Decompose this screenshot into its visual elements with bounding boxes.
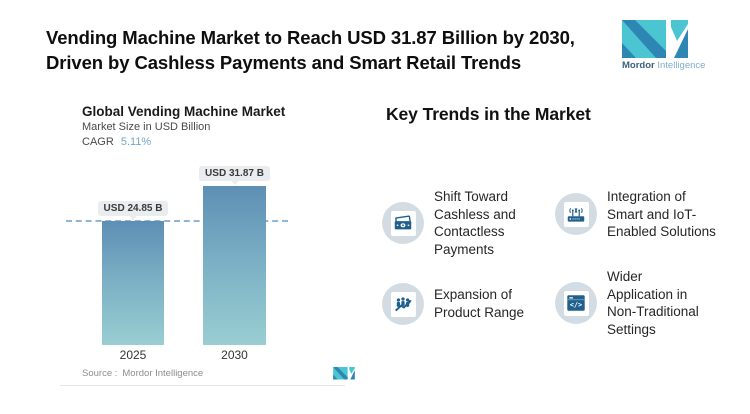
trend-label: Integration of Smart and IoT-Enabled Sol… xyxy=(607,189,716,240)
chart-source: Source : Mordor Intelligence xyxy=(82,367,356,380)
chart-subtitle: Market Size in USD Billion xyxy=(82,121,211,133)
chart-cagr: CAGR 5.11% xyxy=(82,136,151,148)
chart-divider xyxy=(60,385,345,386)
brand-name: Mordor Intelligence xyxy=(622,60,722,71)
mordor-logo-icon xyxy=(622,20,688,58)
page-title-line1: Vending Machine Market to Reach USD 31.8… xyxy=(46,27,575,48)
brand-name-bold: Mordor xyxy=(622,60,655,71)
brand-logo: Mordor Intelligence xyxy=(622,20,722,71)
trend-icon-circle: </> xyxy=(555,282,597,325)
bar-value-label-2025: USD 24.85 B xyxy=(97,200,169,216)
cagr-value: 5.11% xyxy=(120,136,152,148)
trend-icon-circle xyxy=(382,202,424,245)
mordor-mini-logo-icon xyxy=(333,367,356,380)
trend-icon-circle xyxy=(555,193,597,236)
trend-label: Expansion of Product Range xyxy=(434,287,525,320)
page-title-line2: Driven by Cashless Payments and Smart Re… xyxy=(46,52,522,74)
trend-label: Shift Toward Cashless and Contactless Pa… xyxy=(434,189,516,257)
trend-item-iot: Integration of Smart and IoT-Enabled Sol… xyxy=(555,188,719,241)
svg-text:</>: </> xyxy=(570,301,582,309)
trend-icon-circle xyxy=(382,283,424,325)
bar-value-notch-2025 xyxy=(129,215,137,220)
reference-dashed-line xyxy=(66,220,288,222)
cagr-label: CAGR xyxy=(82,136,114,148)
page-title: Vending Machine Market to Reach USD 31.8… xyxy=(46,25,606,75)
bar-2025[interactable] xyxy=(102,220,164,345)
cash-icon xyxy=(390,210,416,236)
source-label: Source : xyxy=(82,367,118,379)
trend-item-product-range: Expansion of Product Range xyxy=(382,283,538,325)
brand-name-light: Intelligence xyxy=(657,60,706,71)
x-axis-label-2025: 2025 xyxy=(119,348,147,362)
bar-group-2025: USD 24.85 B xyxy=(97,200,169,345)
trend-label: Wider Application in Non-Traditional Set… xyxy=(607,269,699,337)
iot-router-icon xyxy=(563,201,589,227)
growth-icon xyxy=(390,291,416,317)
trends-heading: Key Trends in the Market xyxy=(386,104,591,124)
source-value: Mordor Intelligence xyxy=(122,367,204,379)
bar-2030[interactable] xyxy=(203,185,266,345)
trend-item-non-traditional: </> Wider Application in Non-Traditional… xyxy=(555,268,711,338)
trend-item-cashless: Shift Toward Cashless and Contactless Pa… xyxy=(382,188,534,258)
bar-value-label-2030: USD 31.87 B xyxy=(199,165,270,181)
bar-group-2030: USD 31.87 B xyxy=(199,165,270,345)
code-window-icon: </> xyxy=(563,290,589,316)
x-axis-label-2030: 2030 xyxy=(221,348,248,362)
chart-title: Global Vending Machine Market xyxy=(82,104,286,119)
bar-value-notch-2030 xyxy=(230,180,239,185)
